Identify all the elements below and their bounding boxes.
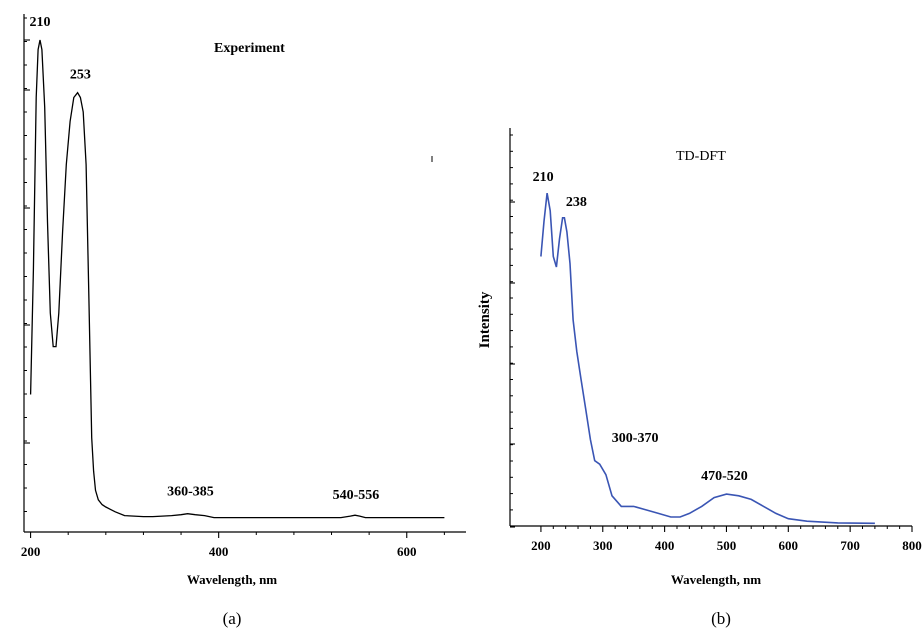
x-tick-label: 200 <box>21 544 41 559</box>
peak-label: 360-385 <box>167 485 214 500</box>
peak-label: 470-520 <box>701 469 748 484</box>
panel-a-label: (a) <box>223 609 242 628</box>
panel-a-series-line <box>29 39 445 519</box>
peak-label: 210 <box>29 15 50 30</box>
panel-b-y-ticks <box>510 134 515 528</box>
x-tick-label: 700 <box>840 538 860 553</box>
peak-label: 253 <box>70 68 91 83</box>
panel-b-title: TD-DFT <box>676 149 726 164</box>
x-tick-label: 600 <box>397 544 417 559</box>
x-tick-label: 800 <box>902 538 922 553</box>
panel-a-x-axis-title: Wavelength, nm <box>187 572 277 587</box>
panel-a-y-ticks <box>24 17 30 512</box>
panel-b-y-axis-title: Intensity <box>477 291 493 348</box>
panel-b-peak-labels: 210 238 300-370 470-520 <box>533 170 748 484</box>
x-tick-label: 400 <box>655 538 675 553</box>
peak-label: 300-370 <box>612 431 659 446</box>
peak-label: 540-556 <box>333 488 380 503</box>
x-tick-label: 400 <box>209 544 229 559</box>
panel-a: Experiment Wavelength, nm (a) 200 400 600 … <box>21 14 466 628</box>
peak-label: 238 <box>566 195 587 210</box>
panel-b-x-axis-title: Wavelength, nm <box>671 572 761 587</box>
x-tick-label: 300 <box>593 538 613 553</box>
peak-label: 210 <box>533 170 554 185</box>
panel-a-title: Experiment <box>214 41 285 56</box>
panel-a-x-ticks: 200 400 600 <box>21 532 445 559</box>
panel-b-series-line <box>540 192 875 525</box>
x-tick-label: 200 <box>531 538 551 553</box>
panel-b-x-ticks: 200 300 400 500 600 700 800 <box>531 526 922 553</box>
x-tick-label: 500 <box>717 538 737 553</box>
x-tick-label: 600 <box>779 538 799 553</box>
panel-b-label: (b) <box>711 609 731 628</box>
panel-a-peak-labels: 210 253 360-385 540-556 <box>29 15 379 503</box>
panel-b: TD-DFT Wavelength, nm Intensity (b) 200 3… <box>477 128 922 628</box>
